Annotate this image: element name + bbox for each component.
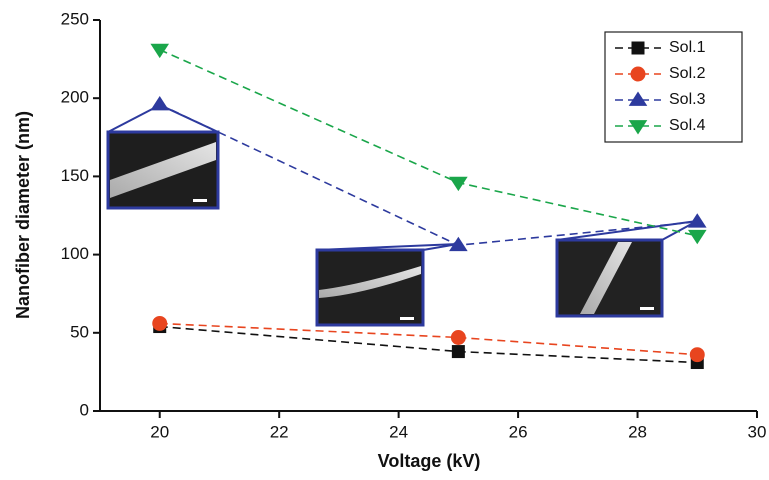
legend-label: Sol.4 bbox=[669, 117, 706, 134]
x-axis-title: Voltage (kV) bbox=[378, 451, 481, 471]
marker bbox=[152, 316, 167, 331]
marker bbox=[150, 96, 169, 110]
x-tick-label: 28 bbox=[628, 422, 647, 441]
y-tick-label: 150 bbox=[61, 166, 89, 185]
y-tick-label: 250 bbox=[61, 9, 89, 28]
y-tick-label: 100 bbox=[61, 244, 89, 263]
marker bbox=[449, 177, 468, 191]
page: {"chart_data": { "type": "line", "x_labe… bbox=[0, 0, 769, 475]
y-tick-label: 200 bbox=[61, 88, 89, 107]
y-tick-label: 0 bbox=[80, 400, 89, 419]
series-line bbox=[160, 327, 698, 363]
marker bbox=[688, 230, 707, 244]
marker bbox=[451, 330, 466, 345]
legend: Sol.1 Sol.2 Sol.3 Sol.4 bbox=[605, 32, 742, 142]
marker bbox=[690, 347, 705, 362]
x-tick-label: 20 bbox=[150, 422, 169, 441]
legend-label: Sol.2 bbox=[669, 65, 706, 82]
marker bbox=[631, 67, 646, 82]
marker bbox=[688, 213, 707, 227]
chart: Voltage (kV) Nanofiber diameter (nm) 0 50… bbox=[0, 0, 769, 475]
marker bbox=[452, 345, 465, 358]
y-axis-title: Nanofiber diameter (nm) bbox=[13, 111, 33, 319]
x-tick-label: 22 bbox=[270, 422, 289, 441]
legend-label: Sol.3 bbox=[669, 91, 706, 108]
x-tick-label: 30 bbox=[748, 422, 767, 441]
series-line bbox=[160, 323, 698, 354]
legend-label: Sol.1 bbox=[669, 39, 706, 56]
y-tick-label: 50 bbox=[70, 322, 89, 341]
marker bbox=[150, 44, 169, 58]
x-tick-label: 24 bbox=[389, 422, 408, 441]
x-tick-label: 26 bbox=[509, 422, 528, 441]
marker bbox=[632, 42, 645, 55]
